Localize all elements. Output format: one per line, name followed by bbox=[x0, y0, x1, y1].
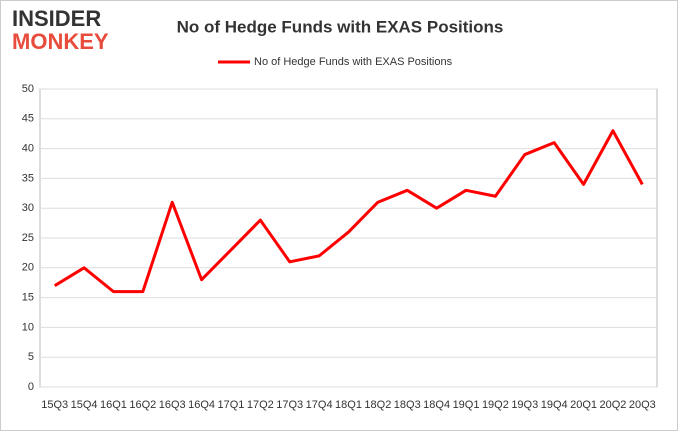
x-tick-label: 19Q4 bbox=[541, 399, 568, 411]
x-tick-label: 17Q1 bbox=[218, 399, 245, 411]
x-tick-label: 15Q4 bbox=[71, 399, 98, 411]
y-tick-label: 45 bbox=[22, 113, 34, 125]
x-tick-label: 20Q1 bbox=[570, 399, 597, 411]
x-tick-label: 17Q2 bbox=[247, 399, 274, 411]
y-tick-label: 50 bbox=[22, 83, 34, 95]
y-tick-label: 35 bbox=[22, 172, 34, 184]
x-tick-label: 18Q1 bbox=[335, 399, 362, 411]
y-tick-label: 30 bbox=[22, 202, 34, 214]
logo-line1: INSIDER bbox=[12, 6, 101, 31]
x-tick-label: 20Q2 bbox=[599, 399, 626, 411]
y-tick-label: 25 bbox=[22, 232, 34, 244]
x-tick-label: 16Q4 bbox=[188, 399, 215, 411]
legend-label: No of Hedge Funds with EXAS Positions bbox=[254, 56, 453, 68]
y-tick-label: 10 bbox=[22, 321, 34, 333]
x-tick-label: 16Q1 bbox=[100, 399, 127, 411]
y-tick-label: 5 bbox=[28, 351, 34, 363]
x-tick-label: 18Q4 bbox=[423, 399, 450, 411]
x-tick-label: 17Q4 bbox=[306, 399, 333, 411]
x-tick-label: 16Q2 bbox=[129, 399, 156, 411]
x-tick-label: 17Q3 bbox=[276, 399, 303, 411]
y-tick-label: 0 bbox=[28, 381, 34, 393]
y-tick-label: 20 bbox=[22, 262, 34, 274]
y-tick-label: 15 bbox=[22, 292, 34, 304]
x-tick-label: 18Q2 bbox=[364, 399, 391, 411]
x-tick-label: 19Q2 bbox=[482, 399, 509, 411]
x-tick-label: 20Q3 bbox=[629, 399, 656, 411]
data-line bbox=[53, 129, 644, 294]
chart-title: No of Hedge Funds with EXAS Positions bbox=[177, 17, 504, 36]
x-tick-label: 18Q3 bbox=[394, 399, 421, 411]
x-tick-label: 15Q3 bbox=[41, 399, 68, 411]
x-tick-label: 19Q3 bbox=[511, 399, 538, 411]
logo-line2: MONKEY bbox=[12, 29, 109, 54]
y-tick-label: 40 bbox=[22, 143, 34, 155]
x-tick-label: 19Q1 bbox=[453, 399, 480, 411]
x-tick-label: 16Q3 bbox=[159, 399, 186, 411]
